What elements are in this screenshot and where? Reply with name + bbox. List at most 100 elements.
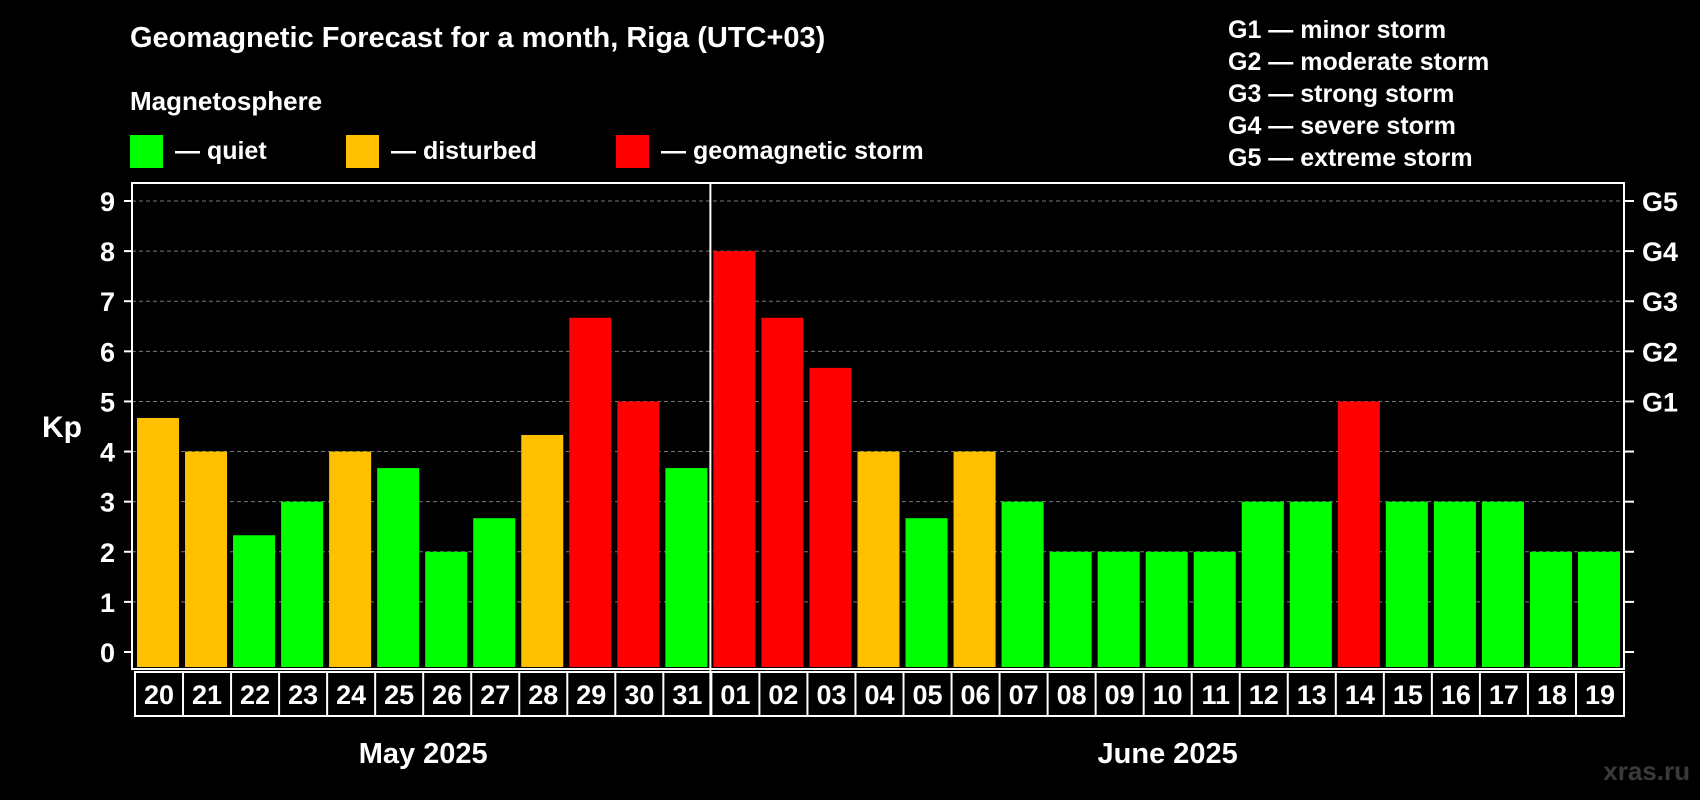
x-tick-label: 29 bbox=[576, 680, 606, 710]
x-tick-label: 24 bbox=[336, 680, 366, 710]
kp-bar bbox=[377, 468, 420, 667]
legend-item-storm: — geomagnetic storm bbox=[616, 134, 924, 168]
kp-bar bbox=[281, 501, 324, 667]
x-tick-label: 18 bbox=[1537, 680, 1567, 710]
y-tick-label: 9 bbox=[100, 187, 115, 217]
y-tick-label: 7 bbox=[100, 287, 115, 317]
storm-scale-g3: G3 — strong storm bbox=[1228, 80, 1455, 108]
x-tick-label: 14 bbox=[1345, 680, 1375, 710]
right-tick-label: G2 bbox=[1642, 337, 1678, 367]
kp-bar bbox=[761, 317, 804, 667]
x-tick-label: 21 bbox=[192, 680, 222, 710]
x-tick-label: 05 bbox=[913, 680, 943, 710]
month-label: May 2025 bbox=[359, 738, 488, 770]
kp-bar bbox=[1529, 551, 1572, 667]
kp-bar bbox=[1385, 501, 1428, 667]
kp-bar bbox=[905, 518, 948, 667]
kp-bar bbox=[473, 518, 516, 667]
kp-bar bbox=[953, 451, 996, 667]
x-tick-label: 23 bbox=[288, 680, 318, 710]
y-axis-label: Kp bbox=[42, 411, 82, 444]
y-tick-label: 6 bbox=[100, 337, 115, 367]
y-tick-label: 5 bbox=[100, 387, 115, 417]
watermark: xras.ru bbox=[1603, 756, 1690, 786]
kp-bar bbox=[617, 401, 660, 667]
x-tick-label: 31 bbox=[672, 680, 702, 710]
x-tick-label: 03 bbox=[816, 680, 846, 710]
x-tick-label: 08 bbox=[1057, 680, 1087, 710]
x-tick-label: 19 bbox=[1585, 680, 1615, 710]
x-tick-label: 22 bbox=[240, 680, 270, 710]
kp-bar bbox=[569, 317, 612, 667]
right-tick-label: G4 bbox=[1642, 237, 1678, 267]
x-tick-label: 06 bbox=[961, 680, 991, 710]
month-label: June 2025 bbox=[1098, 738, 1238, 770]
kp-bar bbox=[1097, 551, 1140, 667]
kp-bar bbox=[1001, 501, 1044, 667]
storm-scale-legend: G1 — minor storm G2 — moderate storm G3 … bbox=[1228, 14, 1489, 174]
y-tick-label: 1 bbox=[100, 588, 115, 618]
kp-bar bbox=[713, 251, 756, 667]
legend-label-quiet: — quiet bbox=[175, 136, 267, 165]
kp-bar bbox=[1289, 501, 1332, 667]
kp-bar bbox=[329, 451, 372, 667]
right-tick-label: G1 bbox=[1642, 387, 1678, 417]
kp-bar bbox=[1049, 551, 1092, 667]
x-tick-label: 16 bbox=[1441, 680, 1471, 710]
legend-label-disturbed: — disturbed bbox=[391, 136, 537, 165]
kp-bar bbox=[1577, 551, 1620, 667]
right-tick-label: G3 bbox=[1642, 287, 1678, 317]
x-tick-label: 26 bbox=[432, 680, 462, 710]
x-tick-label: 09 bbox=[1105, 680, 1135, 710]
legend-swatch-storm bbox=[616, 134, 649, 168]
kp-bar bbox=[857, 451, 900, 667]
x-tick-label: 07 bbox=[1009, 680, 1039, 710]
x-tick-label: 20 bbox=[144, 680, 174, 710]
y-tick-label: 2 bbox=[100, 538, 115, 568]
x-tick-label: 11 bbox=[1201, 680, 1230, 710]
kp-bar bbox=[1193, 551, 1236, 667]
legend-label-storm: — geomagnetic storm bbox=[661, 136, 924, 165]
legend-heading: Magnetosphere bbox=[130, 86, 323, 116]
kp-bar bbox=[521, 435, 564, 667]
legend-item-quiet: — quiet bbox=[130, 134, 267, 168]
x-tick-label: 01 bbox=[720, 680, 750, 710]
kp-bar bbox=[185, 451, 228, 667]
kp-bar bbox=[233, 535, 276, 667]
kp-bar bbox=[809, 367, 852, 667]
legend-swatch-quiet bbox=[130, 134, 163, 168]
x-tick-label: 17 bbox=[1489, 680, 1519, 710]
x-tick-label: 13 bbox=[1297, 680, 1327, 710]
x-tick-label: 10 bbox=[1153, 680, 1183, 710]
x-tick-label: 04 bbox=[864, 680, 894, 710]
x-tick-label: 12 bbox=[1249, 680, 1279, 710]
x-tick-label: 02 bbox=[768, 680, 798, 710]
legend-swatch-disturbed bbox=[346, 134, 379, 168]
y-tick-label: 4 bbox=[100, 438, 115, 468]
storm-scale-g1: G1 — minor storm bbox=[1228, 16, 1447, 44]
legend-item-disturbed: — disturbed bbox=[346, 134, 537, 168]
y-tick-label: 3 bbox=[100, 488, 115, 518]
x-tick-label: 30 bbox=[624, 680, 654, 710]
x-tick-label: 15 bbox=[1393, 680, 1423, 710]
kp-bar bbox=[1145, 551, 1188, 667]
kp-bar bbox=[665, 468, 708, 667]
x-tick-label: 27 bbox=[480, 680, 510, 710]
x-tick-label: 25 bbox=[384, 680, 414, 710]
right-tick-label: G5 bbox=[1642, 187, 1678, 217]
storm-scale-g2: G2 — moderate storm bbox=[1228, 48, 1490, 76]
kp-bar bbox=[425, 551, 468, 667]
kp-bar bbox=[137, 417, 180, 667]
y-tick-label: 0 bbox=[100, 638, 115, 668]
kp-bar bbox=[1241, 501, 1284, 667]
date-axis-frame bbox=[134, 671, 1625, 717]
kp-bar bbox=[1433, 501, 1476, 667]
plot-frame bbox=[131, 182, 1625, 670]
x-tick-label: 28 bbox=[528, 680, 558, 710]
kp-bar bbox=[1481, 501, 1524, 667]
chart-title: Geomagnetic Forecast for a month, Riga (… bbox=[130, 22, 826, 54]
storm-scale-g4: G4 — severe storm bbox=[1228, 112, 1456, 140]
kp-bar bbox=[1337, 401, 1380, 667]
storm-scale-g5: G5 — extreme storm bbox=[1228, 144, 1473, 172]
